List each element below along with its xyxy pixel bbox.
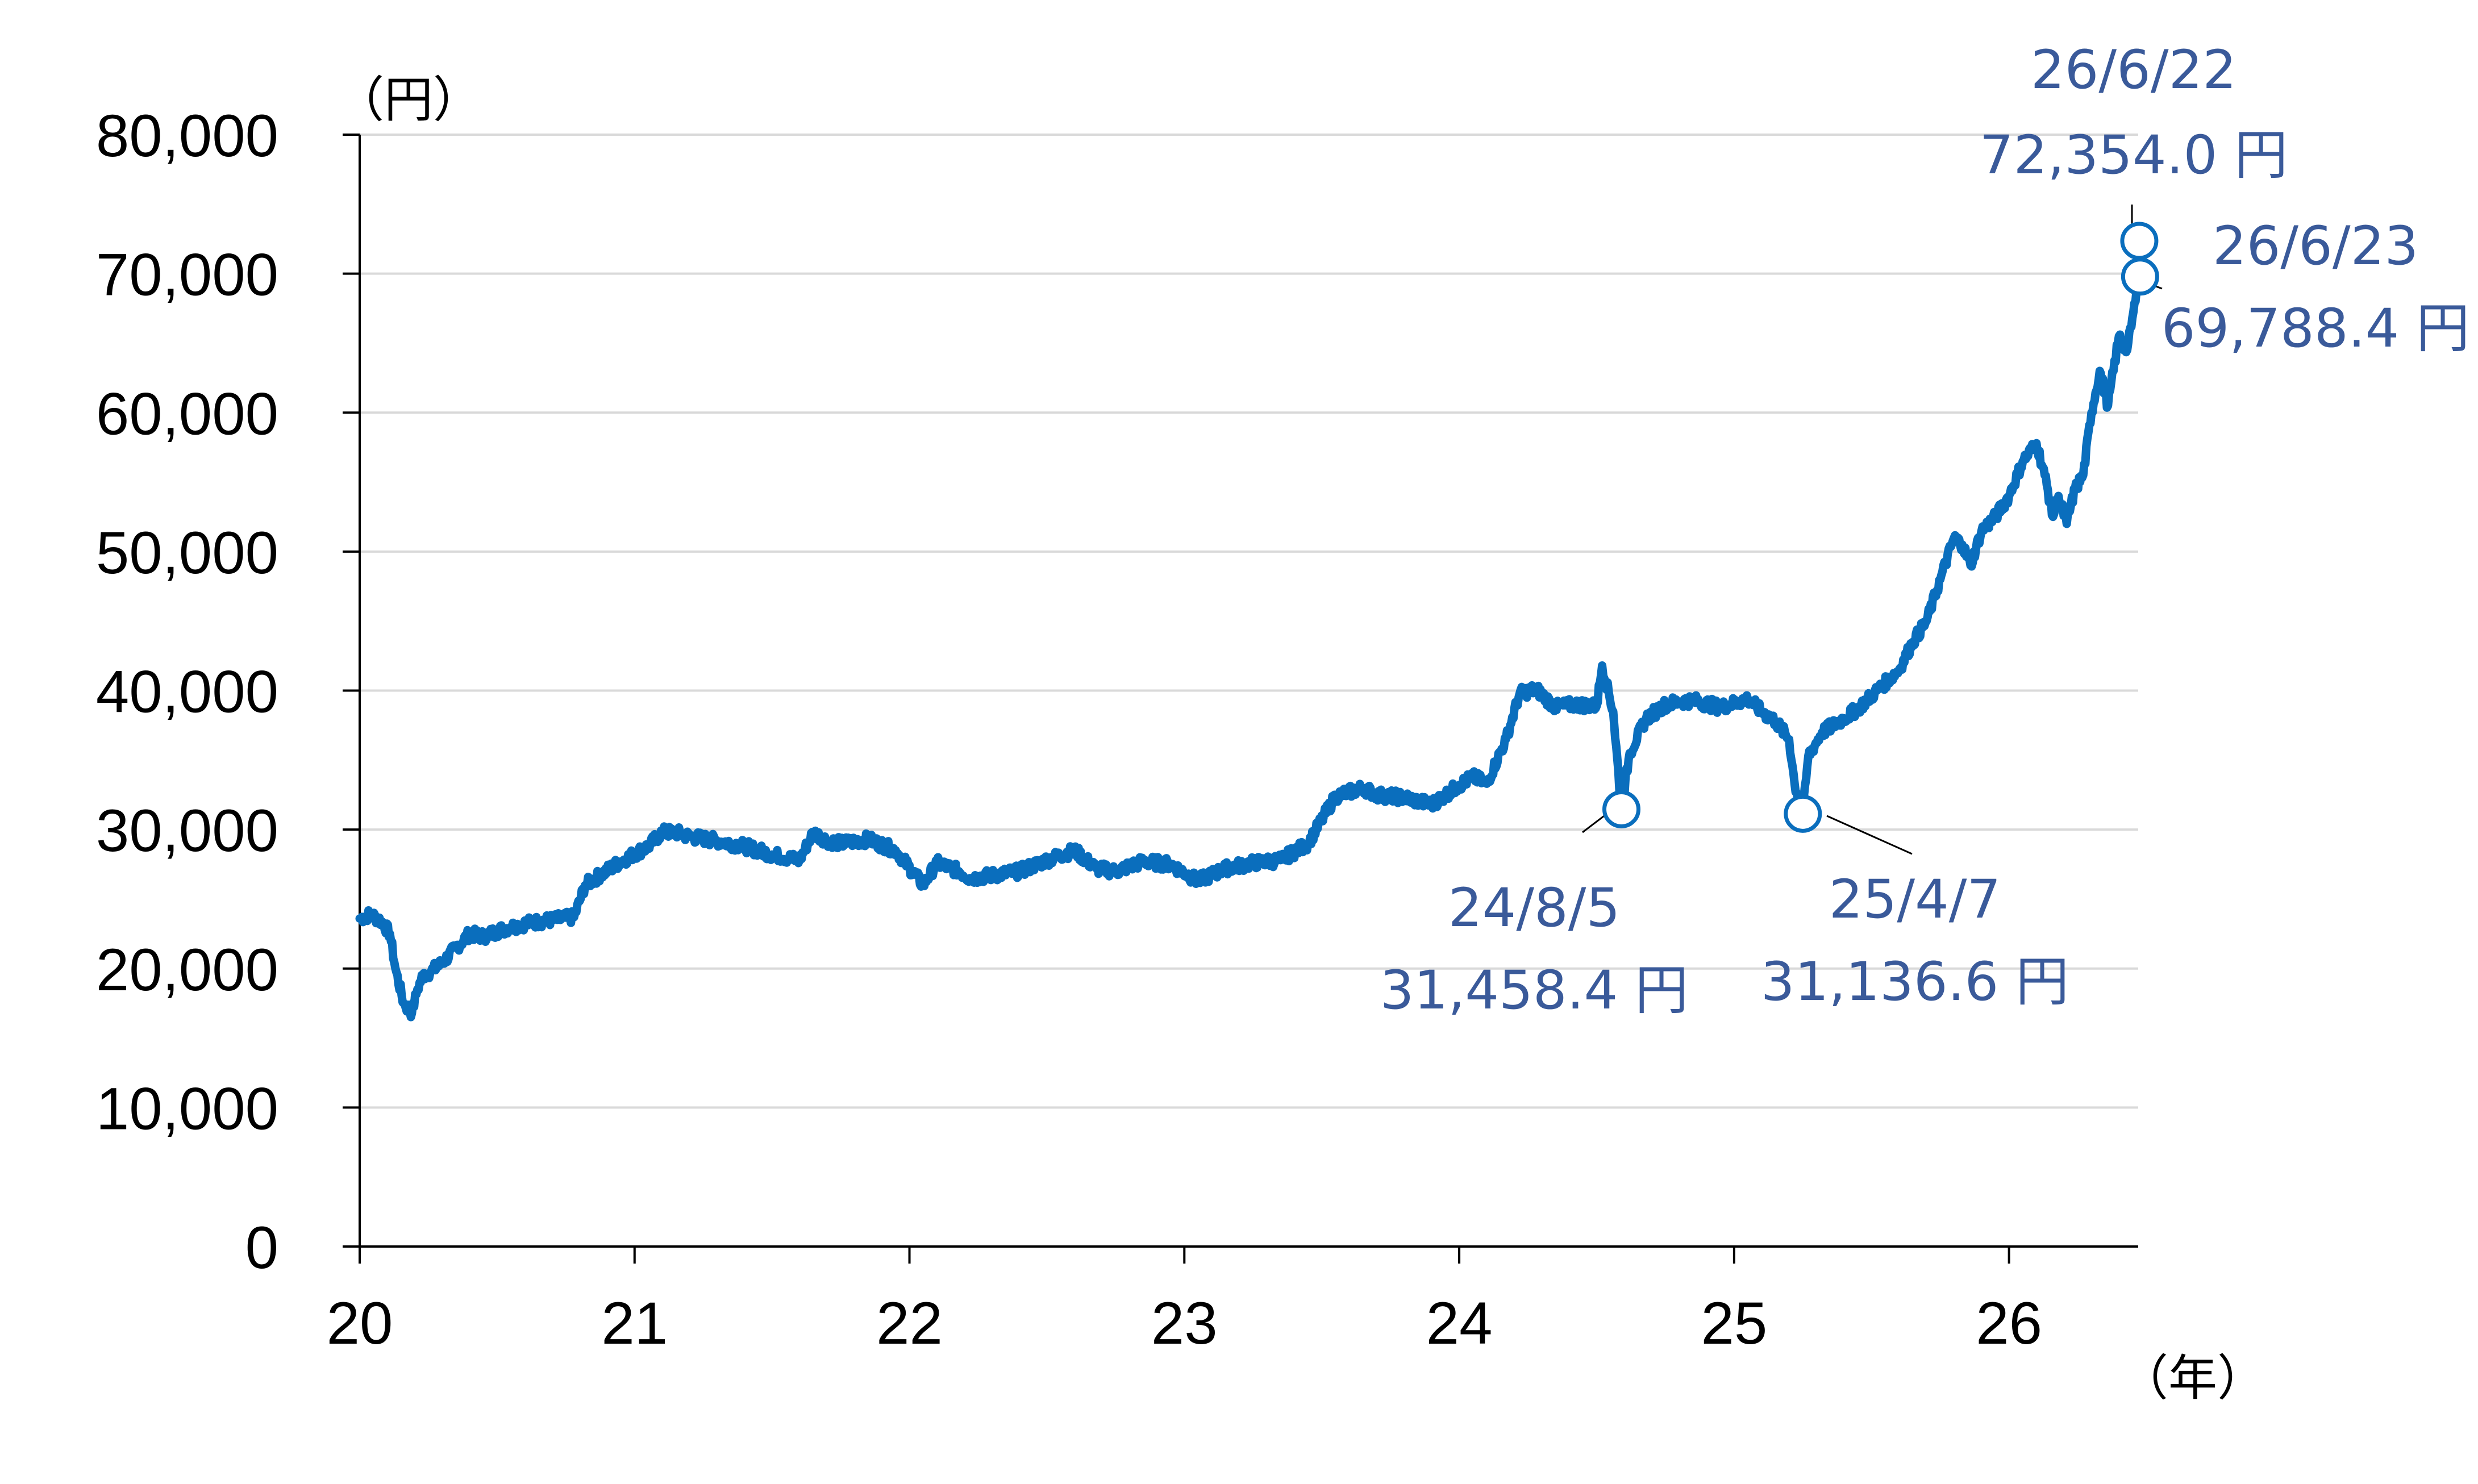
- annotation-marker: [2120, 222, 2159, 260]
- annotation-value: 69,788.4 円: [2162, 298, 2469, 360]
- annotation-marker: [1602, 790, 1641, 828]
- annotation-date: 25/4/7: [1829, 869, 2001, 931]
- x-tick-label: 23: [1151, 1290, 1218, 1357]
- x-tick-labels: 20 21 22 23 24 25 26: [327, 1247, 2042, 1357]
- annotation-leader-line: [1826, 815, 1913, 855]
- annotation-date: 26/6/23: [2213, 215, 2418, 277]
- y-tick-label: 10,000: [96, 1076, 278, 1142]
- y-tick-label: 30,000: [96, 798, 278, 864]
- y-tick-label: 80,000: [96, 103, 278, 169]
- gridlines: [343, 134, 2138, 1248]
- series-line: [355, 236, 2144, 1022]
- y-tick-label: 20,000: [96, 937, 278, 1003]
- x-tick-label: 26: [1976, 1290, 2042, 1357]
- x-tick-label: 24: [1426, 1290, 1493, 1357]
- y-tick-labels: 0 10,000 20,000 30,000 40,000 50,000 60,000 70,…: [96, 103, 278, 1281]
- x-unit-label: （年）: [2119, 1351, 2266, 1406]
- annotation-marker: [1784, 794, 1822, 833]
- y-tick-label: 0: [245, 1215, 278, 1281]
- x-tick-label: 22: [876, 1290, 943, 1357]
- annotation-date: 26/6/22: [2031, 39, 2237, 101]
- y-tick-label: 40,000: [96, 659, 278, 726]
- annotation-value: 31,458.4 円: [1380, 960, 1688, 1022]
- axes: [359, 135, 2138, 1248]
- annotation-marker: [2121, 257, 2159, 296]
- annotation-date: 24/8/5: [1448, 877, 1621, 939]
- y-unit-label: （円）: [335, 73, 482, 127]
- annotations: 24/8/5 31,458.4 円 25/4/7 31,136.6 円 26/6/22 7…: [1380, 39, 2469, 1022]
- x-tick-label: 20: [327, 1290, 393, 1357]
- y-tick-label: 70,000: [96, 242, 278, 309]
- y-tick-label: 60,000: [96, 381, 278, 447]
- annotation-value: 31,136.6 円: [1761, 951, 2069, 1013]
- x-tick-label: 25: [1701, 1290, 1767, 1357]
- x-tick-label: 21: [601, 1290, 668, 1357]
- y-tick-label: 50,000: [96, 520, 278, 586]
- annotation-value: 72,354.0 円: [1980, 124, 2288, 186]
